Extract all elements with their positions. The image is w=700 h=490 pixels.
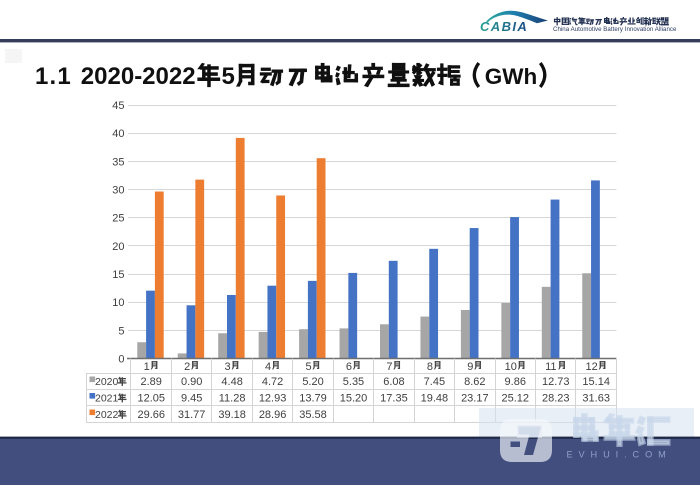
- svg-text:EVHUI.COM: EVHUI.COM: [567, 450, 672, 460]
- svg-text:35: 35: [112, 156, 124, 168]
- svg-text:23.17: 23.17: [461, 393, 489, 405]
- svg-text:6.08: 6.08: [383, 376, 404, 388]
- svg-text:5: 5: [222, 63, 235, 90]
- svg-text:5.20: 5.20: [302, 376, 323, 388]
- svg-text:1: 1: [144, 361, 150, 373]
- svg-text:0: 0: [118, 353, 124, 365]
- svg-text:4.48: 4.48: [221, 376, 242, 388]
- svg-text:15: 15: [112, 269, 124, 281]
- svg-text:1.1: 1.1: [35, 63, 72, 90]
- svg-text:28.23: 28.23: [542, 393, 570, 405]
- svg-text:17.35: 17.35: [380, 393, 408, 405]
- svg-text:29.66: 29.66: [137, 409, 165, 421]
- svg-text:12.05: 12.05: [137, 393, 165, 405]
- svg-text:13.79: 13.79: [299, 393, 327, 405]
- svg-text:2020-2022: 2020-2022: [81, 63, 196, 90]
- svg-text:0.90: 0.90: [181, 376, 202, 388]
- svg-text:7.45: 7.45: [424, 376, 445, 388]
- svg-text:40: 40: [112, 128, 124, 140]
- svg-text:7: 7: [386, 361, 392, 373]
- svg-text:30: 30: [112, 185, 124, 197]
- svg-text:12: 12: [586, 361, 598, 373]
- svg-text:35.58: 35.58: [299, 409, 327, 421]
- svg-text:15.14: 15.14: [582, 376, 610, 388]
- svg-text:4: 4: [265, 361, 271, 373]
- svg-text:25: 25: [112, 213, 124, 225]
- svg-text:12.93: 12.93: [259, 393, 287, 405]
- svg-text:2021: 2021: [95, 393, 119, 405]
- svg-text:2022: 2022: [95, 409, 119, 421]
- svg-text:12.73: 12.73: [542, 376, 570, 388]
- svg-text:11.28: 11.28: [219, 393, 246, 405]
- svg-text:8.62: 8.62: [464, 376, 485, 388]
- svg-text:11: 11: [545, 361, 556, 373]
- svg-text:10: 10: [505, 361, 517, 373]
- svg-text:9: 9: [467, 361, 473, 373]
- svg-text:5: 5: [305, 361, 311, 373]
- svg-text:GWh: GWh: [485, 64, 537, 89]
- svg-text:20: 20: [112, 241, 124, 253]
- svg-text:CABIA: CABIA: [480, 19, 528, 34]
- svg-text:31.63: 31.63: [582, 393, 610, 405]
- svg-text:28.96: 28.96: [259, 409, 287, 421]
- svg-text:4.72: 4.72: [262, 376, 283, 388]
- svg-text:8: 8: [427, 361, 433, 373]
- svg-text:2020: 2020: [95, 376, 119, 388]
- svg-text:15.20: 15.20: [340, 393, 368, 405]
- svg-text:6: 6: [346, 361, 352, 373]
- svg-text:45: 45: [112, 100, 124, 112]
- svg-text:39.18: 39.18: [218, 409, 246, 421]
- svg-text:2: 2: [184, 361, 190, 373]
- svg-text:2.89: 2.89: [141, 376, 162, 388]
- svg-text:9.86: 9.86: [505, 376, 526, 388]
- svg-text:5: 5: [118, 325, 124, 337]
- svg-text:31.77: 31.77: [178, 409, 206, 421]
- svg-text:19.48: 19.48: [421, 393, 449, 405]
- svg-text:25.12: 25.12: [502, 393, 530, 405]
- svg-text:9.45: 9.45: [181, 393, 202, 405]
- svg-text:10: 10: [112, 297, 124, 309]
- svg-text:China Automotive Battery Innov: China Automotive Battery Innovation Alli…: [553, 26, 677, 33]
- svg-text:5.35: 5.35: [343, 376, 364, 388]
- svg-text:3: 3: [225, 361, 231, 373]
